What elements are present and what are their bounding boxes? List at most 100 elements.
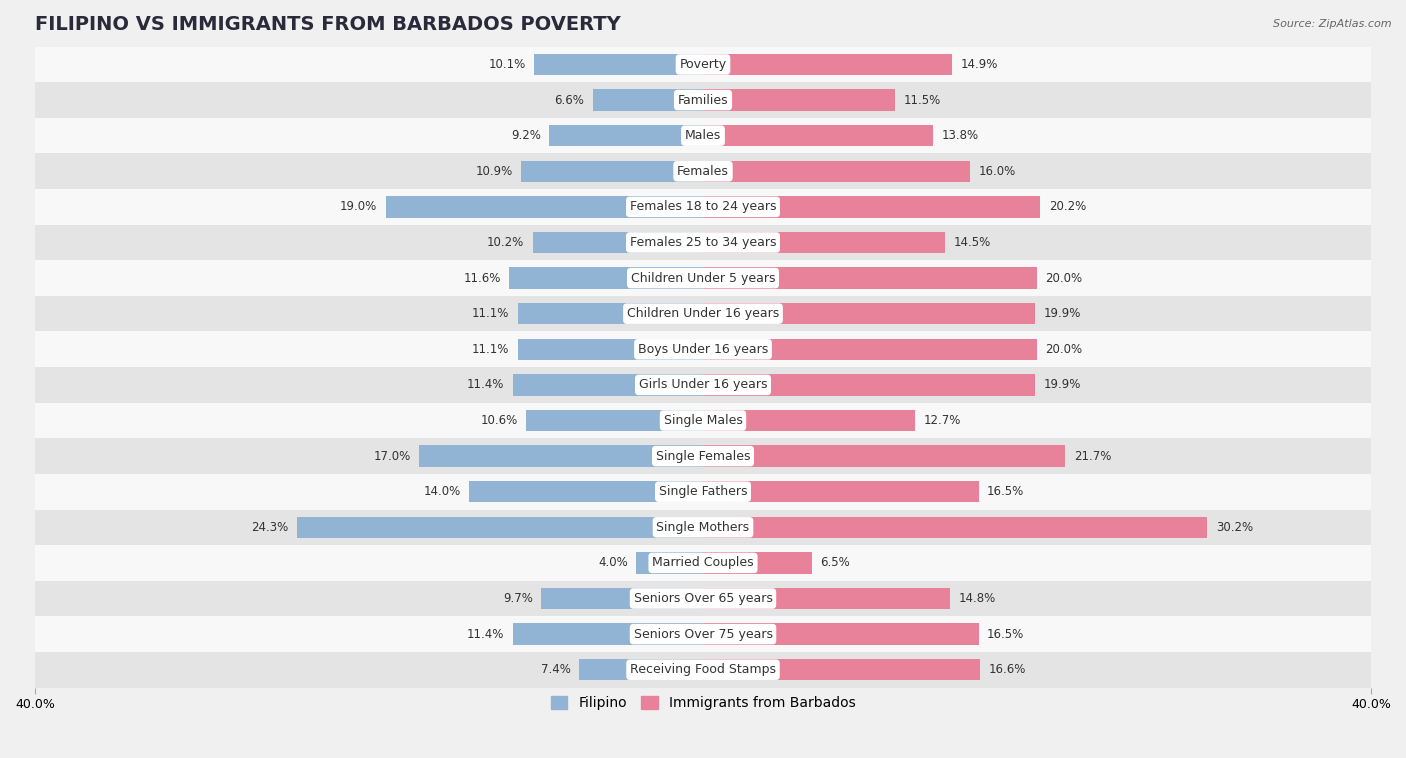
Bar <box>35 296 1371 331</box>
Text: 11.4%: 11.4% <box>467 628 505 641</box>
Text: 4.0%: 4.0% <box>598 556 628 569</box>
Bar <box>35 47 1371 83</box>
Legend: Filipino, Immigrants from Barbados: Filipino, Immigrants from Barbados <box>546 691 860 716</box>
Bar <box>419 446 703 467</box>
Text: Poverty: Poverty <box>679 58 727 71</box>
Bar <box>35 118 1371 153</box>
Text: 16.5%: 16.5% <box>987 628 1024 641</box>
Text: 14.8%: 14.8% <box>959 592 995 605</box>
Bar <box>703 161 970 182</box>
Bar <box>35 260 1371 296</box>
Text: 11.1%: 11.1% <box>472 307 509 320</box>
Text: 10.2%: 10.2% <box>486 236 524 249</box>
Text: Single Males: Single Males <box>664 414 742 427</box>
Bar <box>533 232 703 253</box>
Bar <box>593 89 703 111</box>
Bar <box>35 438 1371 474</box>
Text: 20.0%: 20.0% <box>1046 271 1083 284</box>
Bar <box>703 125 934 146</box>
Bar <box>534 54 703 75</box>
Text: Females: Females <box>678 164 728 178</box>
Text: Single Mothers: Single Mothers <box>657 521 749 534</box>
Bar <box>703 481 979 503</box>
Text: Source: ZipAtlas.com: Source: ZipAtlas.com <box>1274 19 1392 29</box>
Bar <box>703 553 811 574</box>
Bar <box>35 224 1371 260</box>
Bar <box>703 268 1038 289</box>
Bar <box>703 196 1040 218</box>
Bar <box>35 83 1371 118</box>
Bar <box>35 474 1371 509</box>
Bar <box>35 581 1371 616</box>
Bar <box>35 616 1371 652</box>
Bar <box>35 402 1371 438</box>
Text: Boys Under 16 years: Boys Under 16 years <box>638 343 768 356</box>
Text: 16.5%: 16.5% <box>987 485 1024 498</box>
Text: 10.9%: 10.9% <box>475 164 513 178</box>
Bar <box>470 481 703 503</box>
Text: Seniors Over 65 years: Seniors Over 65 years <box>634 592 772 605</box>
Bar <box>35 189 1371 224</box>
Bar <box>703 446 1066 467</box>
Text: 19.0%: 19.0% <box>340 200 377 214</box>
Text: 16.0%: 16.0% <box>979 164 1015 178</box>
Bar <box>513 374 703 396</box>
Text: Seniors Over 75 years: Seniors Over 75 years <box>634 628 772 641</box>
Text: 11.4%: 11.4% <box>467 378 505 391</box>
Text: Receiving Food Stamps: Receiving Food Stamps <box>630 663 776 676</box>
Bar <box>385 196 703 218</box>
Text: Children Under 16 years: Children Under 16 years <box>627 307 779 320</box>
Bar <box>526 410 703 431</box>
Text: 12.7%: 12.7% <box>924 414 960 427</box>
Text: Families: Families <box>678 93 728 107</box>
Bar <box>703 588 950 609</box>
Text: 11.6%: 11.6% <box>464 271 501 284</box>
Bar <box>517 303 703 324</box>
Bar <box>513 623 703 645</box>
Text: 16.6%: 16.6% <box>988 663 1026 676</box>
Text: 13.8%: 13.8% <box>942 129 979 143</box>
Text: FILIPINO VS IMMIGRANTS FROM BARBADOS POVERTY: FILIPINO VS IMMIGRANTS FROM BARBADOS POV… <box>35 15 620 34</box>
Text: Children Under 5 years: Children Under 5 years <box>631 271 775 284</box>
Bar <box>35 509 1371 545</box>
Text: 9.2%: 9.2% <box>512 129 541 143</box>
Text: 19.9%: 19.9% <box>1043 307 1081 320</box>
Text: 6.5%: 6.5% <box>820 556 849 569</box>
Bar <box>703 339 1038 360</box>
Bar <box>703 54 952 75</box>
Bar <box>35 652 1371 688</box>
Text: Single Females: Single Females <box>655 449 751 462</box>
Bar <box>703 374 1035 396</box>
Bar <box>550 125 703 146</box>
Text: 7.4%: 7.4% <box>541 663 571 676</box>
Text: 21.7%: 21.7% <box>1074 449 1111 462</box>
Bar <box>35 153 1371 189</box>
Bar <box>35 331 1371 367</box>
Text: 24.3%: 24.3% <box>252 521 288 534</box>
Bar <box>703 232 945 253</box>
Text: 6.6%: 6.6% <box>554 93 585 107</box>
Bar <box>703 410 915 431</box>
Text: 20.0%: 20.0% <box>1046 343 1083 356</box>
Bar <box>522 161 703 182</box>
Text: 11.5%: 11.5% <box>904 93 941 107</box>
Bar <box>517 339 703 360</box>
Bar <box>703 623 979 645</box>
Bar <box>35 545 1371 581</box>
Text: 19.9%: 19.9% <box>1043 378 1081 391</box>
Text: Males: Males <box>685 129 721 143</box>
Text: 14.5%: 14.5% <box>953 236 991 249</box>
Bar <box>703 89 896 111</box>
Bar <box>509 268 703 289</box>
Text: 30.2%: 30.2% <box>1216 521 1253 534</box>
Text: Females 18 to 24 years: Females 18 to 24 years <box>630 200 776 214</box>
Bar <box>541 588 703 609</box>
Bar <box>703 303 1035 324</box>
Text: 14.9%: 14.9% <box>960 58 998 71</box>
Text: 20.2%: 20.2% <box>1049 200 1085 214</box>
Text: 9.7%: 9.7% <box>503 592 533 605</box>
Text: Females 25 to 34 years: Females 25 to 34 years <box>630 236 776 249</box>
Bar <box>636 553 703 574</box>
Text: 10.1%: 10.1% <box>489 58 526 71</box>
Text: 11.1%: 11.1% <box>472 343 509 356</box>
